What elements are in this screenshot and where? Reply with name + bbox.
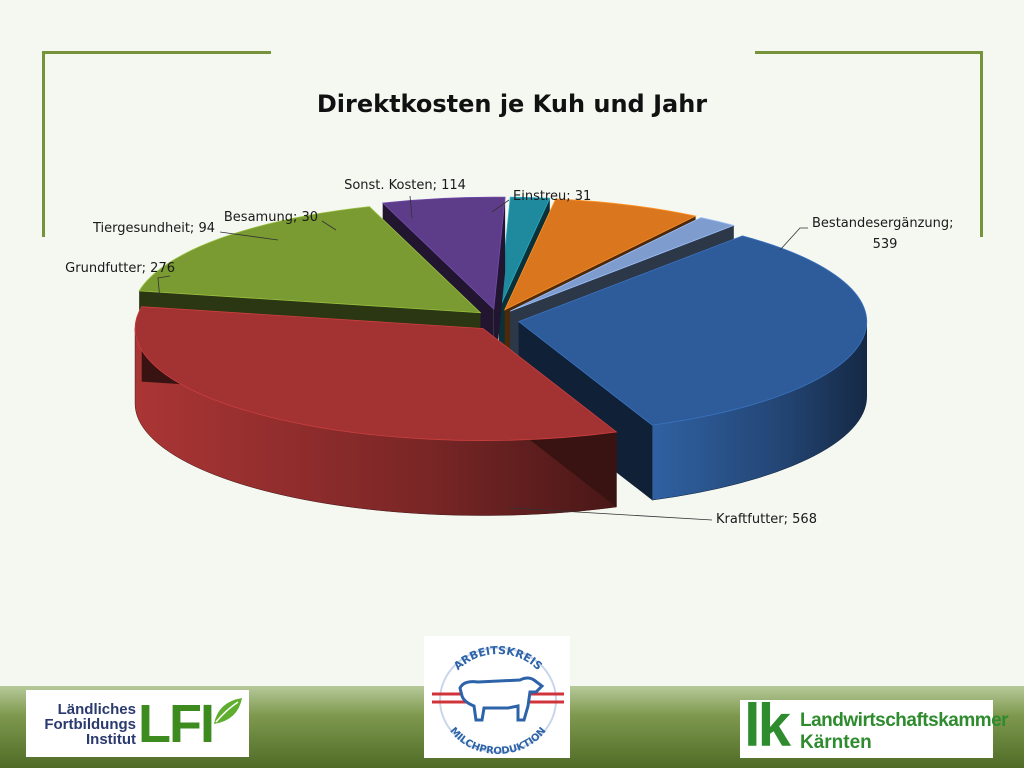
leader-line-grundfutter	[157, 275, 171, 301]
lfi-name-line-2: Fortbildungs	[44, 716, 136, 733]
data-label-kraftfutter: Kraftfutter; 568	[716, 512, 817, 527]
frame-top-left	[42, 51, 271, 54]
data-label-besamung: Besamung; 30	[224, 210, 318, 225]
lfi-name-line-1: Ländliches	[57, 701, 136, 718]
leader-line-einstreu	[491, 199, 510, 213]
lk-logo: lk Landwirtschaftskammer Kärnten	[740, 694, 1009, 758]
lfi-logo: Ländliches Fortbildungs Institut LFI	[26, 690, 249, 757]
pie-slice-kraftfutter	[134, 306, 618, 516]
pie-chart: Bestandesergänzung; 539 Kraftfutter; 568 Gr…	[65, 178, 953, 527]
frame-left	[42, 51, 45, 237]
data-label-bestandeserg-nzung: Bestandesergänzung;	[812, 216, 954, 231]
leader-line-kraftfutter	[509, 507, 713, 521]
arbeitskreis-emblem: ARBEITSKREIS MILCHPRODUKTION	[432, 644, 564, 757]
arbeitskreis-logo: ARBEITSKREIS MILCHPRODUKTION	[424, 636, 570, 758]
lfi-name-line-3: Institut	[86, 731, 136, 748]
data-label-grundfutter: Grundfutter; 276	[65, 261, 175, 276]
lfi-mark: LFI	[138, 694, 215, 754]
leader-line-tiergesundheit	[219, 231, 279, 241]
frame-right	[980, 51, 983, 237]
lk-line-2: Kärnten	[800, 732, 872, 753]
lk-line-1: Landwirtschaftskammer	[800, 710, 1009, 731]
lfi-name: Ländliches Fortbildungs Institut	[36, 702, 136, 747]
arbeitskreis-bottom-text: MILCHPRODUKTION	[447, 725, 548, 757]
chart-title: Direktkosten je Kuh und Jahr	[316, 90, 708, 118]
lk-mark: lk	[744, 692, 791, 759]
leader-line-bestandeserg-nzung	[779, 227, 808, 251]
data-label-bestandeserg-nzung-value: 539	[873, 237, 898, 252]
leader-line-sonst-kosten	[409, 195, 413, 219]
pie-labels: Bestandesergänzung; 539 Kraftfutter; 568 Gr…	[65, 178, 953, 527]
data-label-sonst-kosten: Sonst. Kosten; 114	[344, 178, 466, 193]
data-label-einstreu: Einstreu; 31	[513, 189, 591, 204]
cow-icon	[458, 676, 545, 722]
frame-top-right	[755, 51, 983, 54]
lfi-leaf-icon	[214, 698, 242, 724]
data-label-tiergesundheit: Tiergesundheit; 94	[92, 221, 215, 236]
leader-line-besamung	[321, 220, 337, 231]
pie-slices	[134, 196, 868, 516]
